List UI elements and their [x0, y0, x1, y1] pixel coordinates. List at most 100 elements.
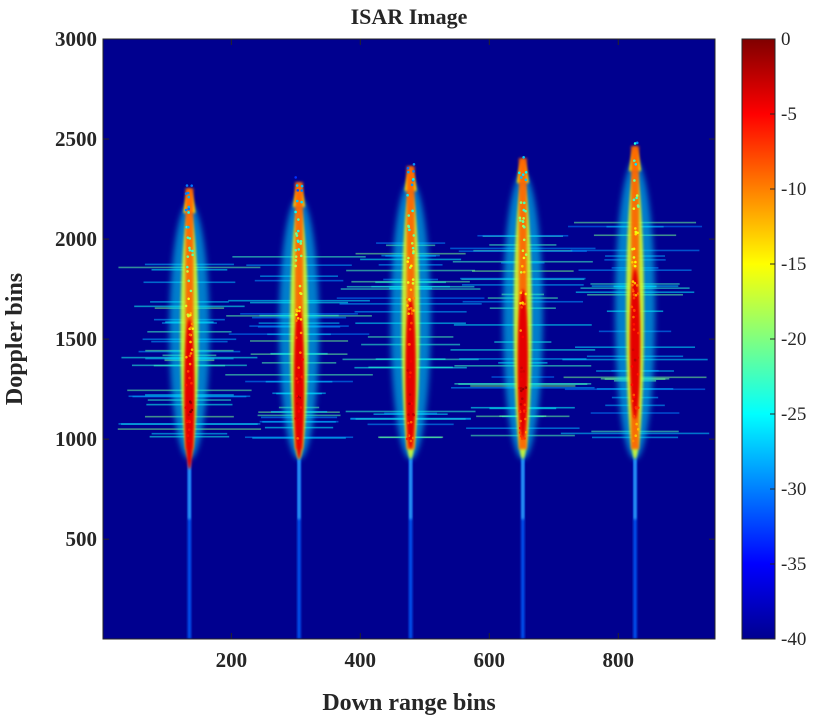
speckle: [632, 328, 636, 331]
speckle: [189, 352, 193, 355]
speckle: [295, 234, 299, 237]
speckle: [632, 315, 635, 319]
colorbar-tick-label: -10: [781, 179, 806, 200]
speckle: [632, 393, 636, 397]
y-tick-label: 3000: [55, 27, 97, 51]
speckle: [519, 176, 523, 179]
speckle: [185, 184, 189, 187]
speckle: [631, 247, 634, 251]
speckle: [298, 381, 302, 385]
speckle: [524, 170, 528, 174]
speckle: [412, 234, 416, 237]
speckle: [631, 280, 635, 283]
speckle: [630, 305, 633, 309]
speckle: [191, 253, 194, 257]
speckle: [297, 248, 301, 251]
speckle: [636, 204, 640, 207]
scatterer-5: [560, 141, 710, 639]
streak-peak: [405, 299, 416, 450]
speckle: [411, 246, 415, 250]
speckle: [518, 426, 522, 430]
speckle: [410, 264, 413, 268]
speckle: [184, 383, 188, 387]
speckle: [299, 351, 302, 354]
speckle: [634, 434, 638, 438]
speckle: [187, 195, 191, 199]
speckle: [522, 270, 526, 274]
speckle: [633, 281, 637, 285]
speckle: [636, 292, 640, 295]
streak-tail: [187, 449, 191, 639]
speckle: [407, 256, 410, 260]
speckle: [184, 304, 188, 308]
speckle: [632, 308, 636, 312]
speckle: [299, 292, 303, 296]
speckle: [294, 176, 298, 179]
speckle: [301, 358, 304, 361]
speckle: [295, 308, 298, 312]
speckle: [633, 159, 636, 162]
speckle: [299, 254, 303, 258]
streak-core: [185, 188, 194, 450]
speckle: [296, 229, 300, 233]
speckle: [406, 304, 409, 307]
speckle: [184, 406, 188, 409]
speckle: [187, 413, 191, 417]
speckle: [524, 178, 528, 182]
speckle: [298, 306, 302, 309]
speckle: [409, 360, 413, 363]
colorbar-tick-label: -30: [781, 479, 806, 500]
speckle: [190, 381, 193, 385]
y-axis: 500 1000 1500 2000 2500 3000: [55, 27, 715, 551]
speckle: [407, 312, 410, 315]
speckle: [184, 208, 188, 212]
colorbar: [741, 38, 776, 640]
speckle: [633, 142, 637, 145]
speckle: [631, 348, 635, 352]
streak-tail: [409, 449, 413, 639]
speckle: [409, 288, 413, 292]
speckle: [300, 189, 304, 192]
speckle: [187, 439, 191, 443]
speckle: [632, 414, 636, 418]
speckle: [295, 377, 298, 380]
speckle: [632, 395, 636, 399]
speckle: [296, 416, 300, 420]
speckle: [522, 201, 526, 205]
speckle: [185, 355, 188, 359]
x-tick-label: 400: [345, 648, 377, 672]
speckle: [635, 314, 638, 318]
scatterer-2: [225, 176, 373, 639]
speckle: [294, 210, 297, 214]
speckle: [632, 322, 636, 326]
speckle: [524, 386, 528, 389]
speckle: [408, 343, 411, 346]
speckle: [294, 248, 298, 252]
speckle: [519, 271, 523, 274]
x-tick-label: 200: [216, 648, 248, 672]
speckle: [635, 422, 638, 426]
speckle: [411, 282, 415, 285]
speckle: [520, 437, 524, 440]
speckle: [634, 260, 637, 264]
speckle: [412, 162, 416, 166]
speckle: [407, 307, 411, 311]
speckle: [519, 201, 523, 204]
streak-tail-core: [188, 459, 191, 520]
speckle: [297, 397, 301, 400]
speckle: [296, 189, 300, 192]
scatterer-3: [336, 162, 485, 639]
colorbar-tick-label: 0: [781, 29, 791, 50]
streak-peak: [294, 309, 305, 460]
speckle: [521, 301, 524, 304]
speckle: [294, 336, 298, 339]
speckle: [519, 386, 523, 390]
colorbar-tick-label: -35: [781, 554, 806, 575]
speckle: [519, 403, 523, 406]
speckle: [408, 297, 411, 301]
speckle: [408, 327, 412, 331]
speckle: [633, 264, 637, 268]
speckle: [406, 368, 410, 372]
speckle: [518, 219, 522, 222]
